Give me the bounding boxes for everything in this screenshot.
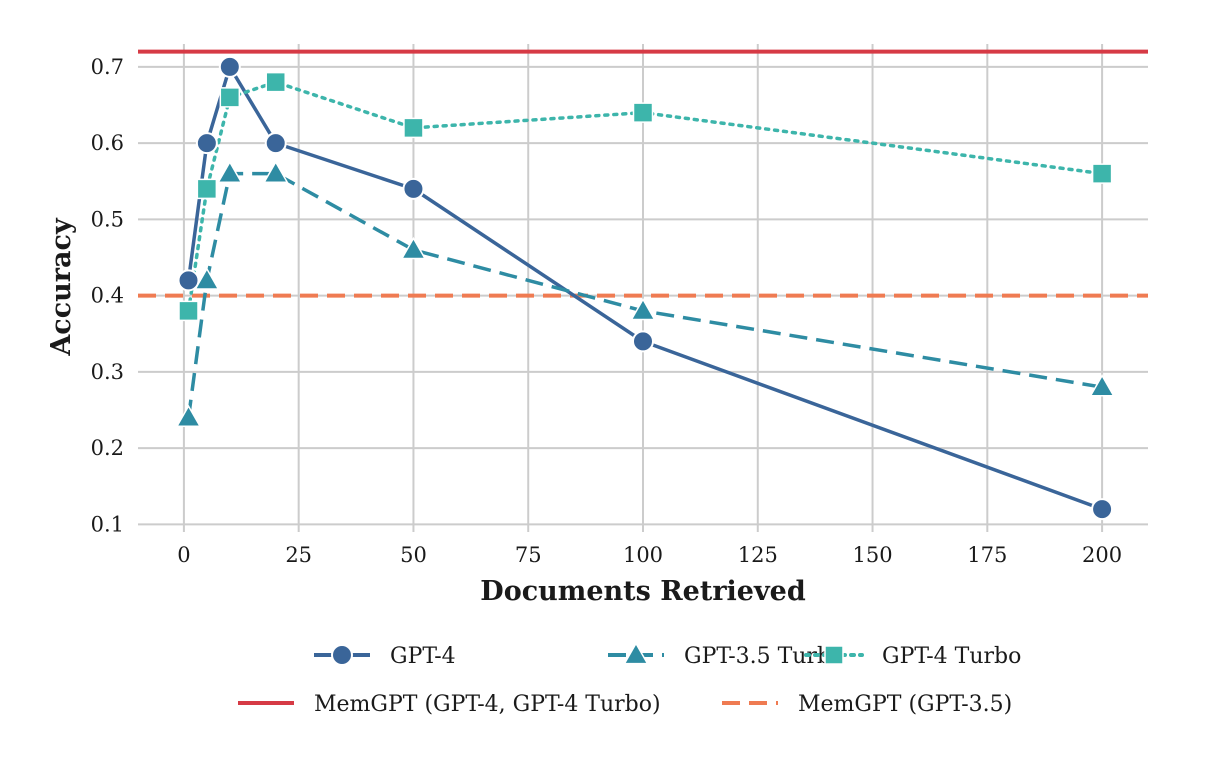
- data-point-gpt-3-5-turbo: [175, 404, 202, 427]
- data-point-gpt-3-5-turbo: [1089, 374, 1115, 397]
- legend-marker-swatch: [824, 645, 844, 665]
- legend: GPT-4 GPT-3.5 Turbo GPT-4 Turbo MemGPT (GPT…: [238, 641, 1021, 717]
- data-point-gpt-4-turbo: [265, 71, 286, 93]
- data-point-gpt-3-5-turbo: [217, 160, 243, 183]
- legend-label: GPT-4 Turbo: [882, 644, 1021, 669]
- data-points: [175, 55, 1115, 521]
- data-point-gpt-4: [218, 55, 241, 78]
- data-point-gpt-4-turbo: [632, 102, 654, 123]
- legend-item-gpt-4-turbo: GPT-4 Turbo: [804, 644, 1021, 669]
- y-tick-label: 0.4: [91, 284, 124, 308]
- y-tick-label: 0.1: [91, 512, 124, 536]
- reference-lines: [138, 49, 1148, 298]
- x-tick-label: 150: [852, 543, 892, 567]
- data-point-gpt-4: [177, 269, 200, 292]
- x-tick-label: 175: [967, 543, 1007, 567]
- x-tick-label: 75: [515, 543, 542, 567]
- data-point-gpt-4: [1091, 498, 1114, 521]
- legend-item-gpt-4: GPT-4: [314, 644, 456, 669]
- x-tick-labels: 0 25 50 75 100 125 150 175 200: [177, 543, 1122, 567]
- data-point-gpt-3-5-turbo: [400, 236, 427, 260]
- x-tick-label: 50: [400, 543, 427, 567]
- data-point-gpt-4: [632, 330, 654, 353]
- y-tick-label: 0.3: [91, 360, 124, 384]
- y-tick-labels: 0.1 0.2 0.3 0.4 0.5 0.6 0.7: [91, 55, 124, 537]
- legend-item-memgpt-gpt-3-5: MemGPT (GPT-3.5): [722, 692, 1012, 717]
- data-point-gpt-4: [264, 132, 287, 155]
- data-point-gpt-4: [195, 132, 218, 155]
- legend-label: GPT-3.5 Turbo: [684, 644, 844, 669]
- legend-marker-swatch: [623, 641, 649, 665]
- x-tick-label: 200: [1082, 543, 1122, 567]
- x-tick-label: 125: [738, 543, 778, 567]
- x-axis-title: Documents Retrieved: [480, 576, 806, 607]
- x-tick-label: 25: [285, 543, 312, 567]
- y-tick-label: 0.6: [91, 131, 124, 155]
- series-lines: [186, 65, 1104, 511]
- y-tick-label: 0.7: [91, 55, 124, 79]
- data-point-gpt-3-5-turbo: [194, 267, 220, 290]
- y-tick-label: 0.2: [91, 436, 124, 460]
- data-point-gpt-4-turbo: [219, 87, 241, 108]
- data-point-gpt-4-turbo: [1091, 163, 1113, 184]
- x-tick-label: 100: [623, 543, 663, 567]
- y-tick-label: 0.5: [91, 207, 124, 231]
- data-point-gpt-3-5-turbo: [262, 160, 289, 183]
- legend-label: MemGPT (GPT-4, GPT-4 Turbo): [314, 692, 661, 717]
- data-point-gpt-3-5-turbo: [630, 297, 656, 321]
- legend-item-memgpt-gpt-4-gpt-4-turbo: MemGPT (GPT-4, GPT-4 Turbo): [238, 692, 661, 717]
- data-point-gpt-4: [402, 177, 425, 200]
- data-point-gpt-4-turbo: [403, 117, 424, 139]
- data-point-gpt-4-turbo: [196, 178, 218, 200]
- legend-label: MemGPT (GPT-3.5): [798, 692, 1012, 717]
- data-point-gpt-4-turbo: [178, 300, 199, 322]
- y-axis-title: Accuracy: [46, 217, 77, 357]
- series-line-gpt-4: [186, 65, 1103, 511]
- legend-marker-swatch: [331, 644, 353, 666]
- legend-label: GPT-4: [390, 644, 456, 669]
- x-tick-label: 0: [177, 543, 190, 567]
